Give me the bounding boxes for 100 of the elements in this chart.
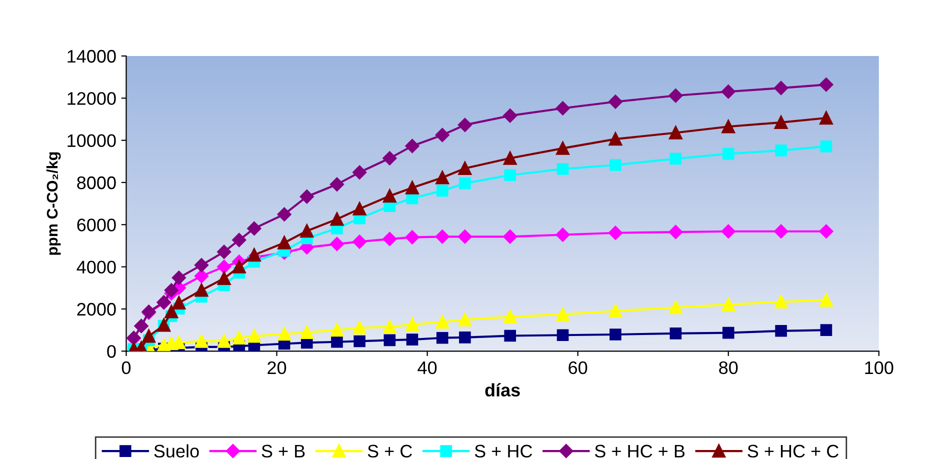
point	[722, 120, 735, 134]
point	[172, 296, 186, 310]
legend-label: S + C	[368, 444, 412, 458]
point	[232, 260, 246, 274]
point	[722, 298, 735, 312]
point	[556, 329, 569, 342]
point	[354, 335, 366, 348]
point	[820, 294, 833, 307]
point	[194, 284, 208, 297]
point	[248, 248, 261, 262]
point	[406, 318, 419, 331]
y-tick-label: 6000	[77, 218, 116, 232]
point	[232, 331, 246, 344]
point	[503, 108, 518, 123]
point	[330, 237, 344, 251]
point	[775, 324, 787, 337]
point	[383, 320, 396, 334]
point	[820, 140, 832, 152]
point	[435, 230, 450, 244]
point	[458, 230, 472, 244]
point	[608, 226, 622, 240]
point	[217, 272, 231, 286]
x-axis-title: días	[485, 383, 520, 397]
point	[610, 159, 622, 171]
point	[820, 324, 832, 336]
y-tick-label: 10000	[68, 134, 116, 148]
point	[503, 230, 518, 244]
point	[668, 225, 683, 239]
point	[382, 232, 397, 246]
x-tick-label: 60	[568, 361, 588, 374]
point	[721, 84, 736, 99]
point	[194, 269, 208, 284]
point	[248, 330, 261, 343]
point	[436, 332, 448, 344]
point	[300, 190, 314, 204]
point	[556, 142, 570, 155]
point	[668, 88, 683, 103]
legend-label: S + HC + B	[594, 444, 685, 458]
point	[669, 126, 682, 140]
point	[247, 222, 262, 236]
point	[503, 310, 517, 324]
x-tick-label: 0	[122, 361, 131, 374]
point	[384, 334, 396, 346]
point	[458, 313, 472, 326]
y-tick-label: 4000	[76, 260, 116, 274]
point	[503, 152, 517, 165]
point	[608, 94, 622, 109]
point	[278, 236, 291, 250]
point	[278, 327, 291, 341]
point	[436, 184, 448, 197]
point	[722, 148, 734, 160]
legend-label: S + HC + C	[748, 444, 838, 458]
point	[406, 181, 419, 194]
point	[436, 171, 449, 184]
point	[670, 152, 682, 165]
point	[164, 283, 178, 298]
point	[608, 304, 622, 318]
point	[352, 202, 366, 216]
point	[217, 260, 232, 274]
point	[459, 332, 471, 344]
point	[382, 151, 397, 166]
point	[164, 305, 178, 318]
point	[352, 321, 366, 334]
point	[556, 308, 570, 322]
point	[459, 177, 471, 190]
point	[300, 326, 314, 339]
point	[435, 128, 450, 142]
point	[774, 116, 788, 130]
point	[610, 328, 622, 340]
point	[458, 118, 472, 132]
point	[217, 244, 232, 259]
x-tick-label: 80	[719, 361, 738, 374]
legend-label: S + B	[262, 444, 305, 458]
point	[775, 144, 787, 156]
point	[820, 111, 833, 125]
point	[406, 334, 418, 346]
point	[774, 81, 788, 95]
point	[504, 330, 516, 342]
point	[330, 323, 344, 337]
x-tick-label: 20	[268, 361, 286, 374]
point	[458, 162, 472, 175]
x-tick-label: 40	[418, 361, 437, 374]
point	[352, 234, 366, 249]
point	[232, 233, 246, 247]
point	[405, 230, 420, 244]
legend-label: S + HC	[474, 444, 532, 458]
point	[819, 224, 834, 238]
point	[722, 326, 734, 339]
point	[217, 334, 231, 348]
y-tick-label: 14000	[68, 50, 116, 63]
y-axis-title: ppm C-CO₂/kg	[46, 152, 61, 255]
point	[608, 132, 622, 146]
point	[504, 169, 516, 182]
point	[405, 139, 420, 153]
y-tick-label: 8000	[77, 176, 116, 190]
point	[669, 300, 682, 314]
point	[352, 165, 366, 180]
point	[721, 224, 736, 238]
point	[556, 101, 570, 116]
point	[774, 295, 788, 308]
